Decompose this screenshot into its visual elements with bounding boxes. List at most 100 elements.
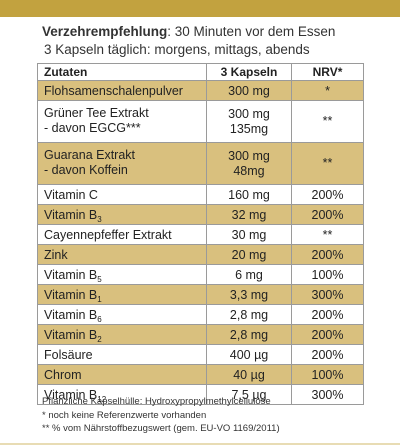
ingredient-subscript: 12: [97, 394, 107, 404]
bottom-divider: [0, 443, 400, 445]
recommendation-label: Verzehrempfehlung: [42, 24, 168, 39]
nrv-cell: 300%: [291, 284, 364, 305]
amount-cell: 20 mg: [206, 244, 292, 265]
header-nrv: NRV*: [291, 63, 364, 81]
amount-sub-value: 135mg: [229, 121, 269, 136]
ingredient-name: Zink: [44, 247, 68, 262]
ingredient-name: Vitamin B: [44, 287, 98, 302]
amount-cell: 300 mg 48mg: [206, 142, 292, 185]
nrv-cell: **: [291, 142, 364, 185]
ingredient-cell: Vitamin B12: [37, 384, 207, 405]
nutrition-table: Zutaten 3 Kapseln NRV* Flohsamenschalenp…: [37, 63, 364, 405]
table-row: Zink 20 mg 200%: [37, 244, 364, 265]
amount-value: 300 mg: [228, 148, 270, 163]
nrv-cell: 200%: [291, 304, 364, 325]
amount-value: 2,8 mg: [229, 307, 269, 322]
table-row: Chrom 40 µg 100%: [37, 364, 364, 385]
ingredient-subscript: 1: [97, 294, 102, 304]
ingredient-cell: Vitamin B2: [37, 324, 207, 345]
recommendation-line-1: Verzehrempfehlung: 30 Minuten vor dem Es…: [42, 23, 372, 41]
ingredient-name: Folsäure: [44, 347, 93, 362]
amount-value: 160 mg: [228, 187, 270, 202]
ingredient-name: Vitamin B: [44, 387, 98, 402]
table-row: Vitamin B12 7,5 µg 300%: [37, 384, 364, 405]
nrv-cell: *: [291, 80, 364, 101]
amount-cell: 2,8 mg: [206, 304, 292, 325]
nrv-cell: 200%: [291, 344, 364, 365]
nrv-cell: 200%: [291, 324, 364, 345]
recommendation-text: : 30 Minuten vor dem Essen: [167, 24, 336, 39]
amount-cell: 7,5 µg: [206, 384, 292, 405]
amount-value: 3,3 mg: [229, 287, 269, 302]
amount-value: 6 mg: [235, 267, 263, 282]
ingredient-name: Cayennepfeffer Extrakt: [44, 227, 172, 242]
amount-value: 300 mg: [228, 83, 270, 98]
nrv-cell: 100%: [291, 364, 364, 385]
table-row: Guarana Extrakt - davon Koffein 300 mg 48mg…: [37, 142, 364, 185]
ingredient-cell: Chrom: [37, 364, 207, 385]
table-row: Vitamin B6 2,8 mg 200%: [37, 304, 364, 325]
nrv-cell: **: [291, 224, 364, 245]
ingredient-cell: Vitamin B6: [37, 304, 207, 325]
amount-value: 20 mg: [231, 247, 267, 262]
ingredient-subscript: 3: [97, 214, 102, 224]
nrv-cell: 200%: [291, 204, 364, 225]
table-body: Flohsamenschalenpulver 300 mg * Grüner Tee …: [37, 80, 364, 405]
amount-cell: 30 mg: [206, 224, 292, 245]
intake-recommendation: Verzehrempfehlung: 30 Minuten vor dem Es…: [42, 23, 372, 59]
nrv-cell: 200%: [291, 244, 364, 265]
ingredient-name: Vitamin B: [44, 327, 98, 342]
amount-value: 400 µg: [229, 347, 269, 362]
amount-cell: 300 mg 135mg: [206, 100, 292, 143]
amount-cell: 2,8 mg: [206, 324, 292, 345]
ingredient-cell: Vitamin C: [37, 184, 207, 205]
ingredient-cell: Flohsamenschalenpulver: [37, 80, 207, 101]
footnote-no-reference: * noch keine Referenzwerte vorhanden: [42, 409, 207, 421]
footnote-capsule: Pflanzliche Kapselhülle: Hydroxypropylme…: [42, 396, 271, 407]
amount-cell: 40 µg: [206, 364, 292, 385]
ingredient-name: Guarana Extrakt: [44, 148, 136, 162]
table-row: Cayennepfeffer Extrakt 30 mg **: [37, 224, 364, 245]
ingredient-cell: Vitamin B5: [37, 264, 207, 285]
table-row: Vitamin B2 2,8 mg 200%: [37, 324, 364, 345]
ingredient-cell: Cayennepfeffer Extrakt: [37, 224, 207, 245]
footnotes: Pflanzliche Kapselhülle: Hydroxypropylme…: [42, 395, 382, 436]
amount-sub-value: 48mg: [233, 163, 265, 178]
ingredient-cell: Zink: [37, 244, 207, 265]
ingredient-cell: Folsäure: [37, 344, 207, 365]
amount-cell: 400 µg: [206, 344, 292, 365]
ingredient-sub-line: - davon EGCG***: [44, 121, 141, 135]
table-row: Flohsamenschalenpulver 300 mg *: [37, 80, 364, 101]
ingredient-cell: Vitamin B1: [37, 284, 207, 305]
ingredient-subscript: 5: [97, 274, 102, 284]
amount-value: 40 µg: [233, 367, 265, 382]
amount-cell: 300 mg: [206, 80, 292, 101]
ingredient-subscript: 6: [97, 314, 102, 324]
amount-cell: 32 mg: [206, 204, 292, 225]
table-row: Folsäure 400 µg 200%: [37, 344, 364, 365]
table-header-row: Zutaten 3 Kapseln NRV*: [37, 63, 364, 81]
table-row: Vitamin B5 6 mg 100%: [37, 264, 364, 285]
nrv-cell: **: [291, 100, 364, 143]
amount-value: 32 mg: [231, 207, 267, 222]
table-row: Grüner Tee Extrakt - davon EGCG*** 300 mg 1…: [37, 100, 364, 143]
table-row: Vitamin C 160 mg 200%: [37, 184, 364, 205]
amount-cell: 6 mg: [206, 264, 292, 285]
nrv-cell: 100%: [291, 264, 364, 285]
table-row: Vitamin B3 32 mg 200%: [37, 204, 364, 225]
ingredient-cell: Guarana Extrakt - davon Koffein: [37, 142, 207, 185]
amount-value: 2,8 mg: [229, 327, 269, 342]
header-ingredients: Zutaten: [37, 63, 207, 81]
ingredient-subscript: 2: [97, 334, 102, 344]
amount-value: 30 mg: [231, 227, 267, 242]
ingredient-name: Flohsamenschalenpulver: [44, 83, 183, 98]
nrv-cell: 200%: [291, 184, 364, 205]
top-gold-bar: [0, 0, 400, 17]
amount-value: 7,5 µg: [231, 387, 267, 402]
ingredient-name: Chrom: [44, 367, 82, 382]
recommendation-line-2: 3 Kapseln täglich: morgens, mittags, abe…: [44, 42, 310, 57]
amount-cell: 160 mg: [206, 184, 292, 205]
amount-cell: 3,3 mg: [206, 284, 292, 305]
ingredient-name: Vitamin B: [44, 207, 98, 222]
footnote-nrv: ** % vom Nährstoffbezugswert (gem. EU-VO…: [42, 423, 280, 434]
